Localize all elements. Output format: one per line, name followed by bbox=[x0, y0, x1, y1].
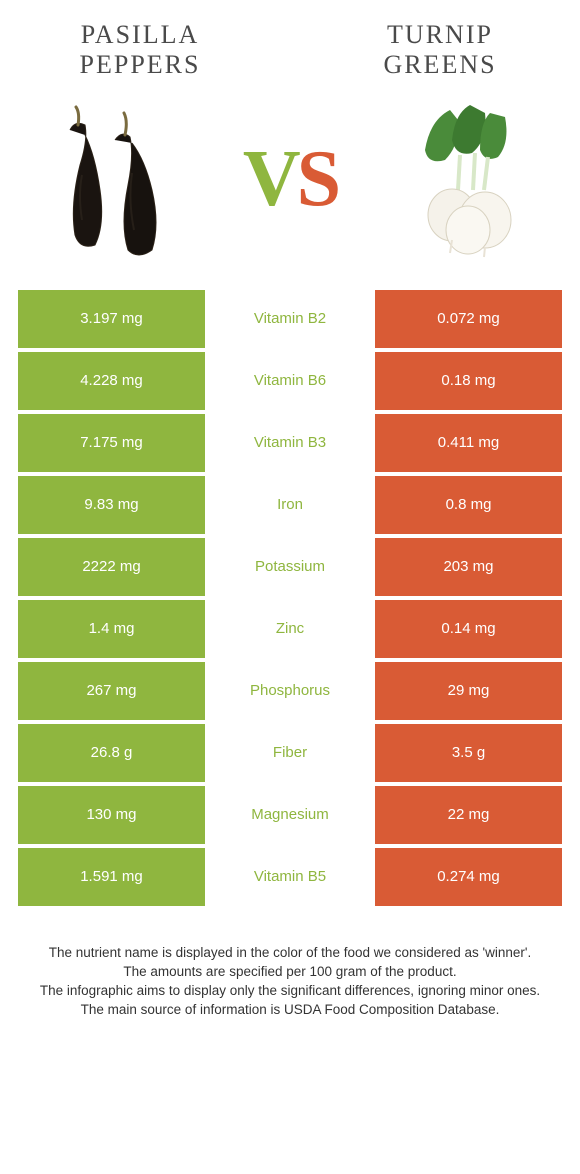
nutrient-name: Vitamin B2 bbox=[205, 290, 375, 348]
nutrient-name: Vitamin B5 bbox=[205, 848, 375, 906]
table-row: 3.197 mgVitamin B20.072 mg bbox=[18, 290, 562, 348]
value-right: 0.072 mg bbox=[375, 290, 562, 348]
value-left: 3.197 mg bbox=[18, 290, 205, 348]
value-left: 2222 mg bbox=[18, 538, 205, 596]
table-row: 130 mgMagnesium22 mg bbox=[18, 786, 562, 844]
nutrient-name: Zinc bbox=[205, 600, 375, 658]
footer-line: The infographic aims to display only the… bbox=[30, 982, 550, 1000]
table-row: 7.175 mgVitamin B30.411 mg bbox=[18, 414, 562, 472]
value-right: 22 mg bbox=[375, 786, 562, 844]
nutrient-name: Potassium bbox=[205, 538, 375, 596]
value-right: 0.8 mg bbox=[375, 476, 562, 534]
nutrient-name: Iron bbox=[205, 476, 375, 534]
table-row: 1.591 mgVitamin B50.274 mg bbox=[18, 848, 562, 906]
value-right: 0.14 mg bbox=[375, 600, 562, 658]
value-left: 267 mg bbox=[18, 662, 205, 720]
food-image-right bbox=[380, 95, 550, 265]
table-row: 2222 mgPotassium203 mg bbox=[18, 538, 562, 596]
footer-line: The amounts are specified per 100 gram o… bbox=[30, 963, 550, 981]
nutrient-name: Magnesium bbox=[205, 786, 375, 844]
table-row: 267 mgPhosphorus29 mg bbox=[18, 662, 562, 720]
nutrient-name: Vitamin B3 bbox=[205, 414, 375, 472]
value-left: 4.228 mg bbox=[18, 352, 205, 410]
value-right: 29 mg bbox=[375, 662, 562, 720]
value-left: 1.591 mg bbox=[18, 848, 205, 906]
table-row: 26.8 gFiber3.5 g bbox=[18, 724, 562, 782]
value-right: 203 mg bbox=[375, 538, 562, 596]
value-left: 7.175 mg bbox=[18, 414, 205, 472]
nutrient-name: Phosphorus bbox=[205, 662, 375, 720]
value-left: 130 mg bbox=[18, 786, 205, 844]
footer-line: The nutrient name is displayed in the co… bbox=[30, 944, 550, 962]
table-row: 9.83 mgIron0.8 mg bbox=[18, 476, 562, 534]
comparison-table: 3.197 mgVitamin B20.072 mg4.228 mgVitami… bbox=[0, 290, 580, 906]
food-title-left: Pasilla peppers bbox=[40, 20, 240, 80]
table-row: 1.4 mgZinc0.14 mg bbox=[18, 600, 562, 658]
value-left: 9.83 mg bbox=[18, 476, 205, 534]
vs-v: V bbox=[243, 135, 297, 223]
value-right: 0.274 mg bbox=[375, 848, 562, 906]
footer-notes: The nutrient name is displayed in the co… bbox=[0, 910, 580, 1020]
header: Pasilla peppers Turnip greens bbox=[0, 0, 580, 80]
vs-s: S bbox=[297, 135, 338, 223]
food-image-left bbox=[30, 95, 200, 265]
footer-line: The main source of information is USDA F… bbox=[30, 1001, 550, 1019]
nutrient-name: Fiber bbox=[205, 724, 375, 782]
hero-row: VS bbox=[0, 80, 580, 290]
value-right: 3.5 g bbox=[375, 724, 562, 782]
vs-label: VS bbox=[243, 134, 337, 225]
nutrient-name: Vitamin B6 bbox=[205, 352, 375, 410]
value-right: 0.411 mg bbox=[375, 414, 562, 472]
value-right: 0.18 mg bbox=[375, 352, 562, 410]
value-left: 1.4 mg bbox=[18, 600, 205, 658]
food-title-right: Turnip greens bbox=[340, 20, 540, 80]
table-row: 4.228 mgVitamin B60.18 mg bbox=[18, 352, 562, 410]
value-left: 26.8 g bbox=[18, 724, 205, 782]
